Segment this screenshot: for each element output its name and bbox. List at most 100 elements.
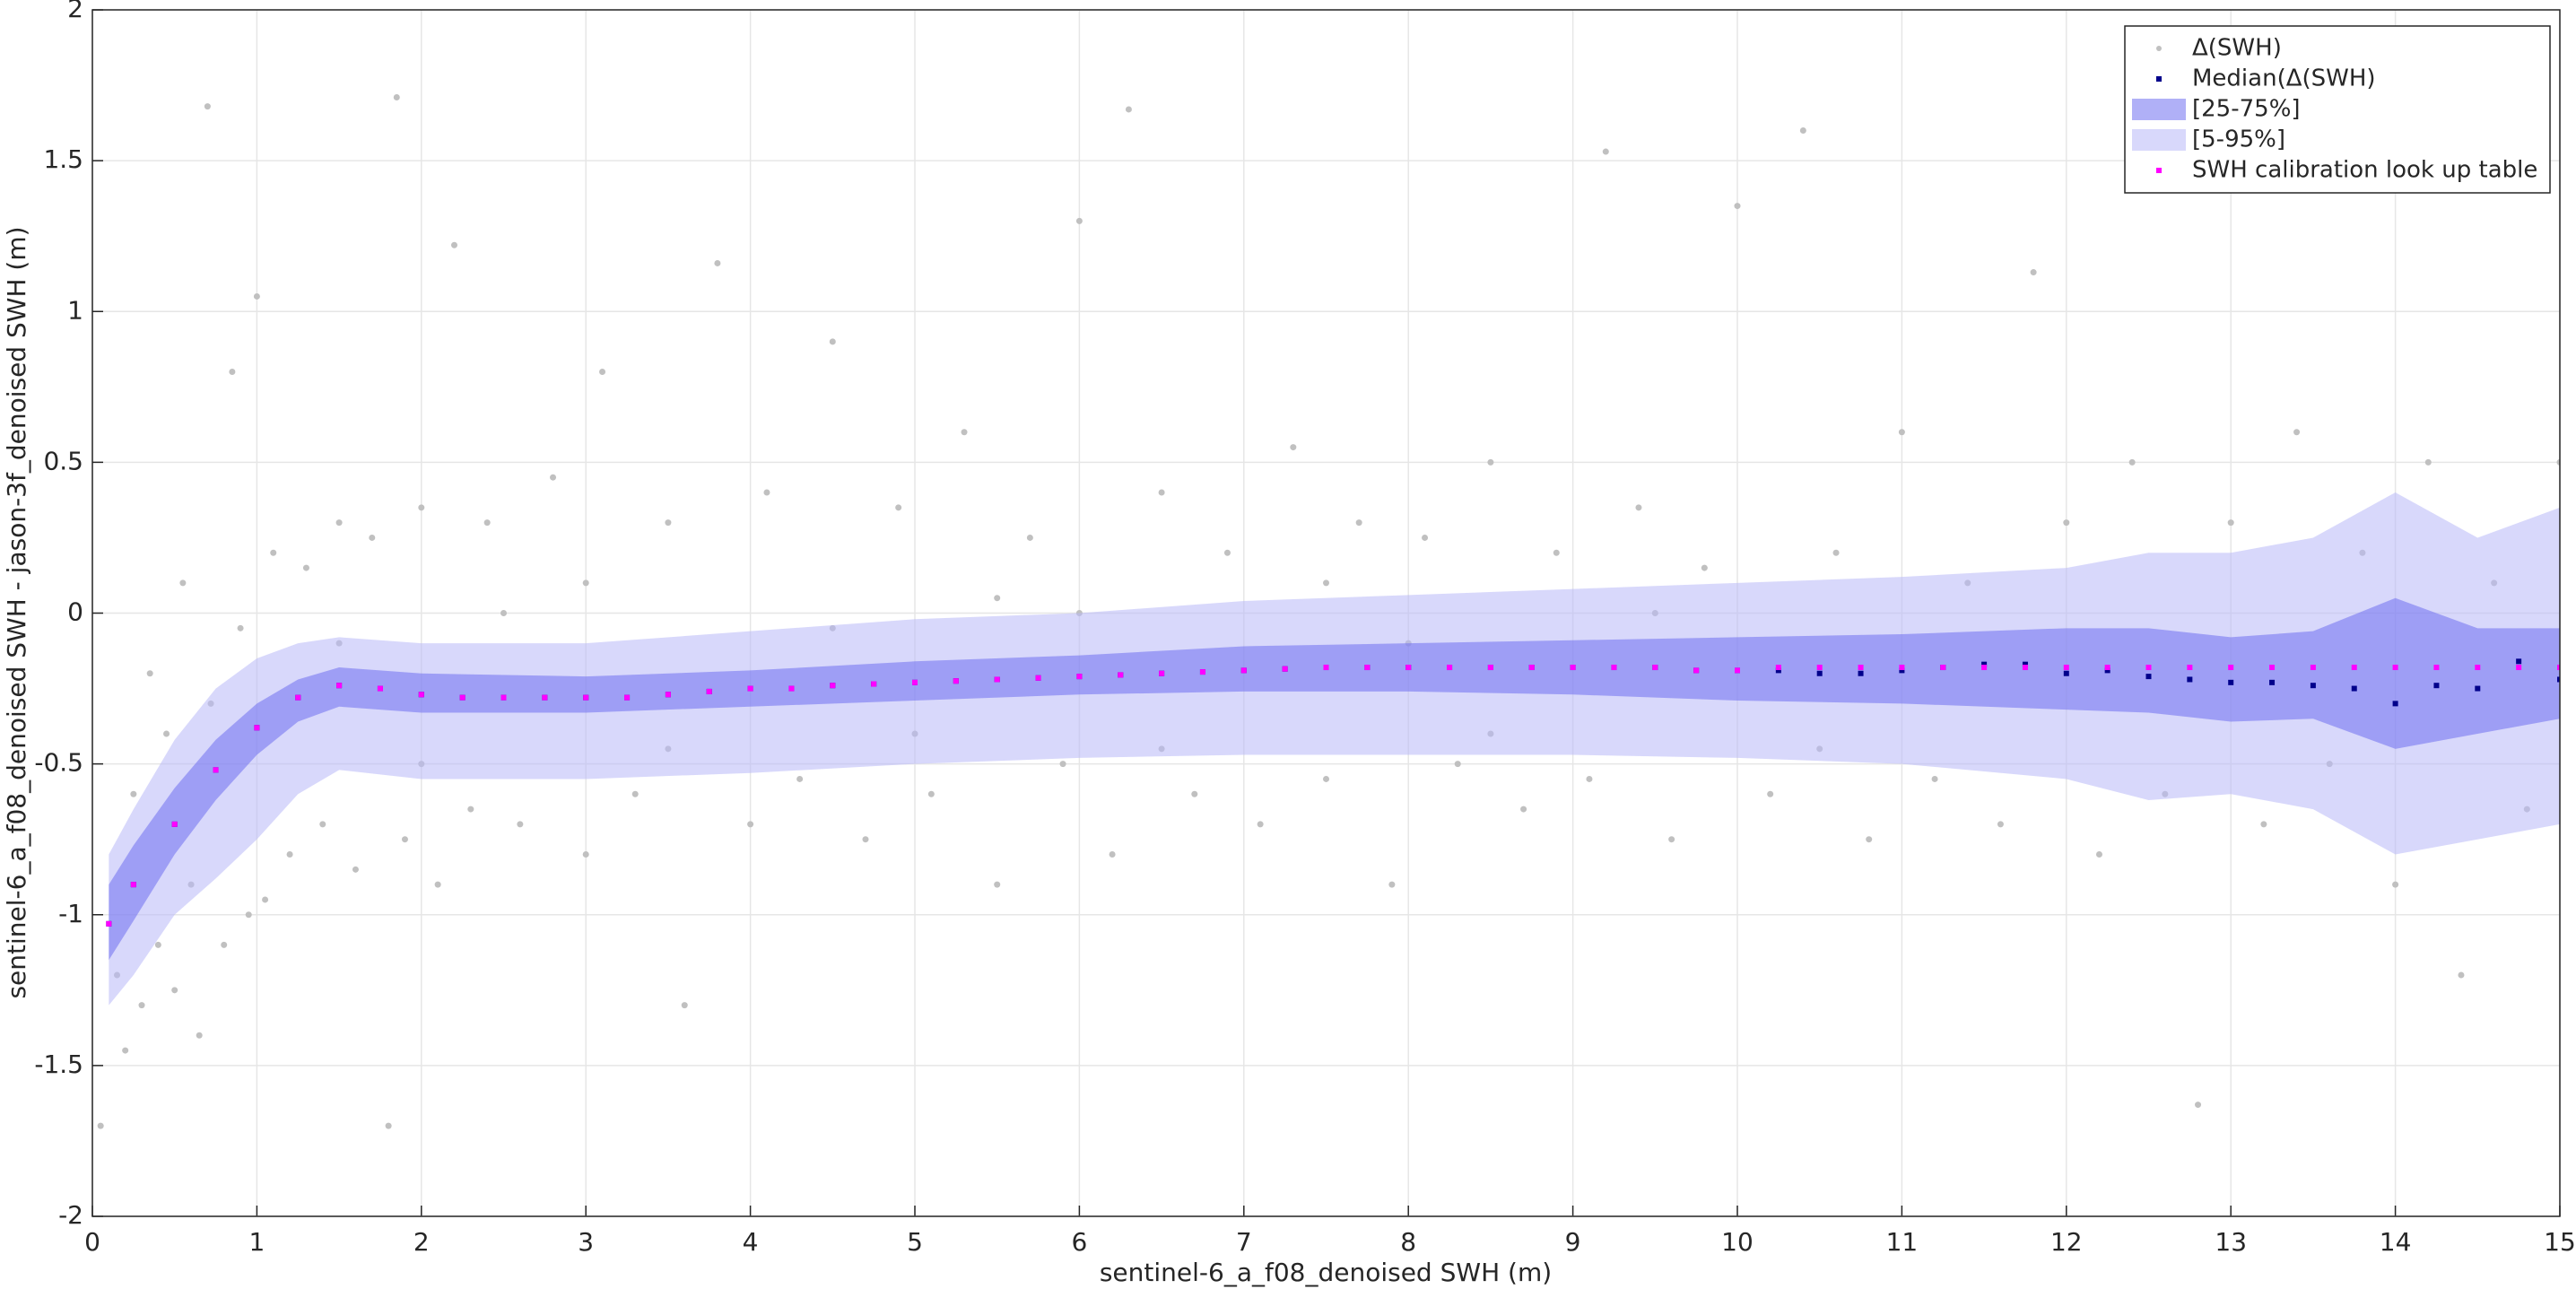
- median-point: [2392, 665, 2398, 671]
- scatter-point: [450, 241, 457, 248]
- scatter-point: [1257, 821, 1264, 828]
- scatter-point: [97, 1122, 104, 1129]
- scatter-point: [1799, 127, 1806, 134]
- scatter-point: [517, 821, 524, 828]
- scatter-point: [163, 730, 170, 737]
- median-point: [106, 920, 112, 927]
- scatter-point: [401, 836, 408, 843]
- scatter-point: [796, 775, 804, 782]
- scatter-point: [1832, 549, 1840, 556]
- median-point: [254, 725, 260, 731]
- median-point: [1775, 667, 1781, 674]
- scatter-point: [385, 1122, 392, 1129]
- scatter-point: [262, 896, 269, 903]
- median-point: [747, 685, 753, 692]
- scatter-point: [763, 489, 770, 496]
- scatter-point: [2424, 458, 2432, 466]
- x-tick-label: 4: [743, 1227, 759, 1257]
- median-point: [1199, 669, 1205, 675]
- x-tick-label: 10: [1721, 1227, 1754, 1257]
- scatter-point: [1388, 881, 1396, 888]
- scatter-point: [302, 564, 309, 571]
- scatter-point: [335, 519, 343, 527]
- scatter-point: [1586, 775, 1593, 782]
- scatter-point: [1767, 790, 1774, 797]
- scatter-point: [418, 504, 425, 511]
- median-point: [1652, 665, 1658, 671]
- median-point: [871, 681, 877, 687]
- scatter-point: [994, 595, 1001, 602]
- plot-area: [97, 94, 2560, 1129]
- x-tick-label: 7: [1236, 1227, 1252, 1257]
- scatter-point: [1520, 806, 1527, 813]
- median-point: [1570, 665, 1576, 671]
- scatter-point: [994, 881, 1001, 888]
- median-point: [2516, 665, 2522, 671]
- median-point: [2145, 665, 2152, 671]
- scatter-point: [1866, 836, 1873, 843]
- scatter-point: [2260, 821, 2267, 828]
- scatter-point: [1931, 775, 1938, 782]
- scatter-point: [483, 519, 491, 527]
- scatter-point: [2095, 851, 2102, 858]
- legend-label: [25-75%]: [2192, 96, 2301, 123]
- x-tick-label: 14: [2380, 1227, 2412, 1257]
- scatter-point: [2030, 269, 2037, 276]
- median-point: [1858, 665, 1864, 671]
- scatter-point: [237, 624, 244, 631]
- scatter-point: [369, 534, 376, 541]
- legend-marker: [2156, 76, 2162, 82]
- median-point: [2392, 701, 2398, 707]
- legend-box: [2124, 25, 2551, 194]
- median-point: [2351, 685, 2357, 692]
- legend-label: [5-95%]: [2192, 126, 2285, 153]
- median-point: [2063, 665, 2069, 671]
- median-point: [1487, 665, 1493, 671]
- legend-label: SWH calibration look up table: [2192, 157, 2537, 184]
- median-point: [912, 679, 918, 685]
- percentile-band: [109, 597, 2560, 961]
- median-point: [994, 676, 1000, 683]
- y-tick-label: -1.5: [34, 1049, 83, 1079]
- scatter-point: [1109, 851, 1116, 858]
- median-point: [2187, 665, 2193, 671]
- scatter-point: [2128, 458, 2136, 466]
- median-point: [2433, 683, 2440, 689]
- y-tick-label: 2: [67, 0, 83, 23]
- scatter-point: [714, 259, 721, 266]
- x-tick-label: 12: [2050, 1227, 2083, 1257]
- median-point: [1940, 665, 1946, 671]
- median-point: [2557, 665, 2560, 671]
- x-tick-label: 1: [248, 1227, 265, 1257]
- median-point: [2557, 676, 2560, 683]
- median-point: [2433, 665, 2440, 671]
- scatter-point: [665, 519, 672, 527]
- median-point: [1076, 674, 1083, 680]
- scatter-point: [393, 94, 400, 101]
- y-tick-label: -2: [58, 1200, 83, 1230]
- scatter-point: [1223, 549, 1231, 556]
- median-point: [2228, 679, 2234, 685]
- median-point: [2516, 658, 2522, 665]
- y-tick-label: 1: [67, 295, 83, 325]
- legend-label: Δ(SWH): [2192, 35, 2282, 62]
- median-point: [665, 692, 671, 698]
- median-point: [624, 694, 631, 701]
- median-point: [1981, 665, 1988, 671]
- legend-marker: [2156, 168, 2162, 173]
- median-point: [1240, 667, 1247, 674]
- median-point: [2228, 665, 2234, 671]
- scatter-point: [221, 941, 228, 948]
- scatter-point: [927, 790, 935, 797]
- scatter-point: [895, 504, 902, 511]
- median-point: [542, 694, 548, 701]
- scatter-point: [829, 338, 836, 345]
- median-point: [418, 692, 424, 698]
- scatter-point: [631, 790, 639, 797]
- median-point: [171, 821, 178, 827]
- median-point: [1981, 661, 1988, 667]
- median-point: [1735, 667, 1740, 674]
- x-tick-label: 9: [1565, 1227, 1581, 1257]
- median-point: [377, 685, 383, 692]
- scatter-point: [253, 292, 260, 300]
